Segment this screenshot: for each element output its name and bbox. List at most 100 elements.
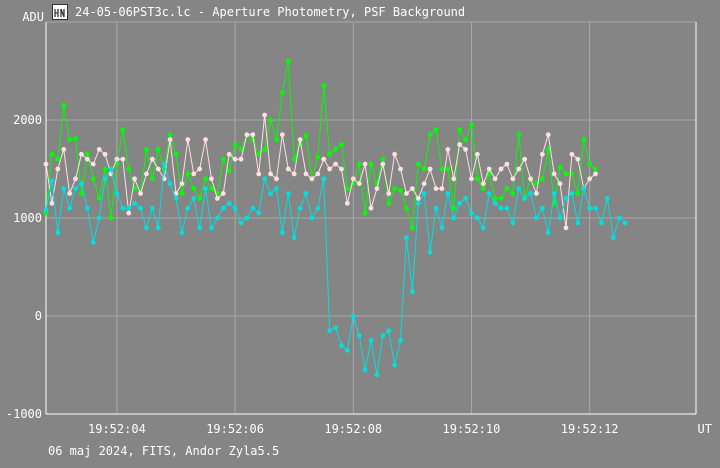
data-point xyxy=(339,142,344,147)
data-point xyxy=(457,127,463,133)
data-point xyxy=(191,196,197,201)
data-point xyxy=(262,112,268,118)
data-point xyxy=(534,191,539,196)
data-point xyxy=(167,137,173,143)
data-point xyxy=(114,156,120,162)
data-point xyxy=(510,220,516,226)
data-point xyxy=(433,186,439,192)
data-point xyxy=(421,166,427,172)
data-point xyxy=(445,147,451,152)
data-point xyxy=(173,151,179,157)
data-point xyxy=(362,161,368,167)
data-point xyxy=(268,171,273,177)
data-point xyxy=(274,137,279,143)
data-point xyxy=(451,215,457,221)
data-point xyxy=(179,191,185,196)
x-tick-label: 19:52:10 xyxy=(443,422,501,436)
data-point xyxy=(415,200,421,206)
data-point xyxy=(415,161,421,167)
data-point xyxy=(315,154,321,160)
data-point xyxy=(321,156,327,162)
data-point xyxy=(356,161,362,167)
data-point xyxy=(356,333,362,338)
data-point xyxy=(386,328,392,334)
data-point xyxy=(427,249,433,255)
x-tick-label: 19:52:06 xyxy=(206,422,264,436)
data-point xyxy=(327,166,333,172)
data-point xyxy=(120,127,126,133)
data-point xyxy=(67,205,73,211)
data-point xyxy=(492,196,498,201)
data-point xyxy=(498,196,504,201)
data-point xyxy=(622,220,628,226)
data-point xyxy=(274,176,279,182)
data-point xyxy=(439,225,445,231)
data-point xyxy=(197,196,203,201)
data-point xyxy=(516,186,522,192)
light-curve-app-icon[interactable] xyxy=(52,4,68,20)
data-point xyxy=(545,132,551,138)
data-point xyxy=(185,137,191,143)
data-point xyxy=(214,215,220,221)
data-point xyxy=(43,161,49,167)
data-point xyxy=(463,196,468,201)
data-point xyxy=(409,289,415,294)
data-point xyxy=(474,151,480,157)
data-point xyxy=(220,205,226,211)
data-point xyxy=(256,171,262,177)
y-tick-label: -1000 xyxy=(6,407,42,421)
data-point xyxy=(333,147,338,152)
data-point xyxy=(49,178,55,184)
data-point xyxy=(61,102,67,108)
data-point xyxy=(392,186,398,192)
data-point xyxy=(350,176,356,182)
data-point xyxy=(469,210,474,216)
data-point xyxy=(563,171,569,177)
data-point xyxy=(433,205,439,211)
data-point xyxy=(209,186,214,192)
data-point xyxy=(545,147,551,152)
data-point xyxy=(421,181,427,187)
data-point xyxy=(126,166,132,172)
data-point xyxy=(486,191,492,196)
data-point xyxy=(49,151,55,157)
data-point xyxy=(398,188,403,193)
data-point xyxy=(279,90,285,95)
data-point xyxy=(433,127,439,133)
data-point xyxy=(191,186,197,192)
data-point xyxy=(321,176,327,182)
data-point xyxy=(504,205,510,211)
series-layer xyxy=(43,58,628,378)
data-point xyxy=(610,235,616,241)
data-point xyxy=(327,151,333,157)
data-point xyxy=(581,137,587,143)
data-point xyxy=(120,205,126,211)
data-point xyxy=(504,161,510,167)
data-point xyxy=(587,205,593,211)
data-point xyxy=(528,176,533,182)
data-point xyxy=(439,166,445,172)
data-point xyxy=(593,205,598,211)
data-point xyxy=(486,166,492,172)
data-point xyxy=(149,205,155,211)
data-point xyxy=(185,171,191,177)
axis-labels: 2000 1000 0 -1000 19:52:04 19:52:06 19:52:08 19… xyxy=(6,10,712,436)
data-point xyxy=(344,186,350,192)
data-point xyxy=(344,347,350,353)
data-point xyxy=(303,171,309,177)
data-point xyxy=(149,156,155,162)
data-point xyxy=(173,196,179,201)
data-point xyxy=(96,147,102,152)
data-point xyxy=(539,176,545,182)
data-point xyxy=(463,137,468,143)
series-line xyxy=(45,163,626,375)
data-point xyxy=(102,166,108,172)
data-point xyxy=(79,181,84,187)
data-point xyxy=(445,191,451,196)
data-point xyxy=(297,205,303,211)
data-point xyxy=(575,191,581,196)
data-point xyxy=(209,225,214,231)
data-point xyxy=(73,176,78,182)
y-tick-label: 0 xyxy=(35,309,42,323)
series-line xyxy=(45,115,596,228)
